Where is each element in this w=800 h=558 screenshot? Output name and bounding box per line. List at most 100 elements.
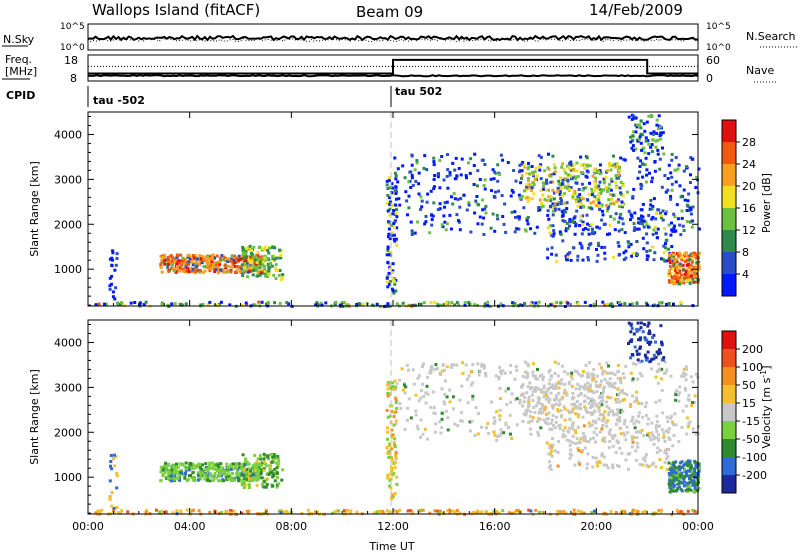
heatmap-cell: [410, 511, 414, 515]
heatmap-cell: [240, 254, 244, 258]
heatmap-cell: [609, 303, 612, 307]
heatmap-cell: [154, 508, 158, 512]
heatmap-cell: [393, 156, 397, 160]
heatmap-cell: [237, 254, 241, 258]
heatmap-cell: [459, 197, 463, 201]
heatmap-cell: [655, 123, 659, 127]
heatmap-cell: [240, 263, 244, 267]
heatmap-cell: [545, 397, 549, 401]
heatmap-cell: [597, 195, 601, 199]
heatmap-cell: [417, 182, 421, 186]
heatmap-cell: [677, 481, 681, 485]
heatmap-cell: [242, 267, 246, 271]
heatmap-cell: [483, 302, 487, 306]
heatmap-cell: [586, 375, 590, 379]
heatmap-cell: [576, 405, 580, 409]
heatmap-cell: [669, 195, 673, 198]
heatmap-cell: [564, 254, 568, 258]
heatmap-cell: [561, 432, 565, 436]
heatmap-cell: [625, 190, 629, 194]
heatmap-cell: [581, 222, 585, 226]
heatmap-cell: [649, 438, 653, 442]
heatmap-cell: [618, 165, 621, 169]
heatmap-cell: [472, 183, 476, 186]
heatmap-cell: [280, 276, 284, 280]
heatmap-cell: [586, 396, 590, 400]
heatmap-cell: [554, 386, 557, 390]
heatmap-cell: [635, 301, 639, 305]
heatmap-cell: [598, 180, 602, 184]
heatmap-cell: [672, 469, 676, 473]
heatmap-cell: [531, 399, 535, 402]
heatmap-cell: [589, 437, 593, 441]
heatmap-cell: [543, 405, 547, 409]
heatmap-cell: [603, 257, 607, 261]
heatmap-cell: [576, 447, 580, 451]
heatmap-cell: [211, 478, 215, 482]
heatmap-cell: [602, 177, 606, 181]
heatmap-cell: [236, 473, 240, 476]
heatmap-cell: [576, 425, 580, 429]
heatmap-cell: [563, 219, 567, 223]
heatmap-cell: [650, 180, 654, 184]
heatmap-cell: [685, 470, 689, 473]
heatmap-cell: [608, 371, 612, 375]
heatmap-cell: [280, 478, 284, 482]
heatmap-cell: [694, 280, 698, 284]
heatmap-cell: [386, 280, 389, 284]
heatmap-cell: [411, 368, 415, 372]
heatmap-cell: [622, 157, 626, 161]
heatmap-cell: [667, 272, 671, 276]
heatmap-cell: [639, 119, 643, 123]
heatmap-cell: [285, 510, 288, 513]
heatmap-cell: [526, 215, 530, 219]
heatmap-cell: [324, 301, 328, 305]
heatmap-cell: [422, 394, 426, 398]
heatmap-cell: [395, 208, 398, 212]
heatmap-cell: [112, 506, 116, 510]
heatmap-cell: [478, 510, 482, 514]
heatmap-cell: [667, 461, 671, 465]
heatmap-cell: [568, 188, 572, 192]
heatmap-cell: [663, 174, 667, 177]
heatmap-cell: [679, 466, 683, 470]
heatmap-cell: [448, 511, 452, 514]
heatmap-cell: [509, 364, 513, 367]
heatmap-cell: [609, 510, 613, 513]
heatmap-cell: [653, 435, 657, 439]
heatmap-cell: [200, 261, 204, 265]
heatmap-cell: [114, 455, 118, 459]
heatmap-cell: [480, 510, 484, 514]
heatmap-cell: [400, 367, 404, 371]
heatmap-cell: [168, 261, 172, 265]
colorbar-swatch: [722, 439, 736, 457]
heatmap-cell: [393, 280, 396, 284]
heatmap-cell: [519, 181, 523, 185]
heatmap-cell: [266, 454, 270, 458]
heatmap-cell: [198, 474, 202, 478]
heatmap-cell: [570, 377, 574, 381]
heatmap-cell: [678, 475, 682, 479]
heatmap-cell: [386, 246, 390, 250]
heatmap-cell: [617, 415, 621, 419]
heatmap-cell: [546, 256, 550, 260]
heatmap-cell: [594, 421, 598, 425]
heatmap-cell: [661, 258, 665, 262]
heatmap-cell: [672, 253, 676, 257]
heatmap-cell: [271, 258, 274, 262]
heatmap-cell: [680, 209, 684, 213]
heatmap-cell: [270, 264, 274, 268]
heatmap-cell: [624, 249, 628, 253]
heatmap-cell: [571, 397, 575, 401]
heatmap-cell: [539, 155, 543, 159]
heatmap-cell: [389, 486, 393, 490]
heatmap-cell: [386, 473, 390, 477]
heatmap-cell: [617, 220, 621, 224]
heatmap-cell: [160, 270, 164, 274]
heatmap-cell: [647, 322, 651, 325]
heatmap-cell: [551, 443, 555, 447]
heatmap-cell: [254, 476, 258, 480]
heatmap-cell: [655, 118, 659, 122]
heatmap-cell: [601, 369, 605, 373]
heatmap-cell: [528, 415, 532, 418]
